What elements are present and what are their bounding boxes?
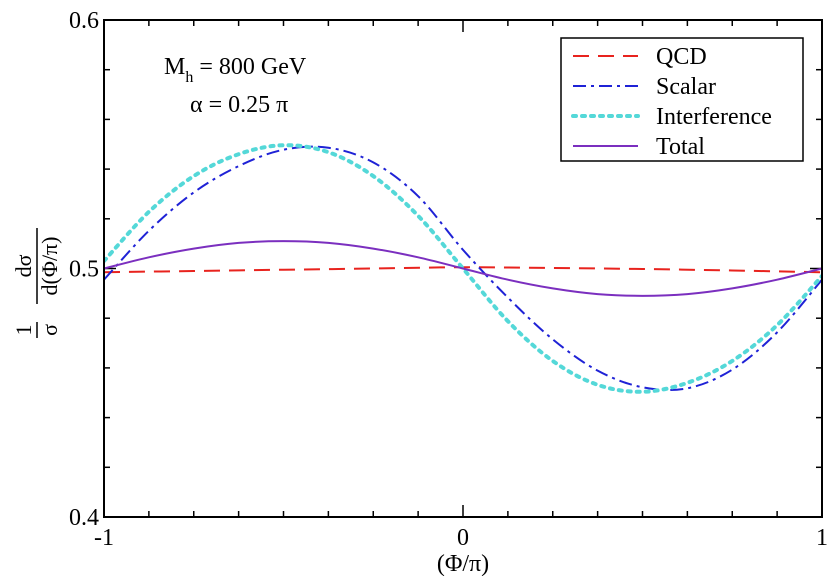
plot-frame xyxy=(103,19,823,518)
y-label-fraction-numerator: dσ xyxy=(11,254,36,277)
y-tick-label: 0.6 xyxy=(69,8,99,34)
mass-value: = 800 GeV xyxy=(193,54,307,80)
mass-symbol: M xyxy=(164,54,185,80)
x-tick-label: 1 xyxy=(816,525,828,551)
legend-box xyxy=(560,37,804,162)
x-tick-label: 0 xyxy=(457,525,469,551)
legend-label-total: Total xyxy=(656,134,705,160)
y-label-fraction-denominator: d(Φ/π) xyxy=(37,237,62,296)
y-label-prefix-denominator: σ xyxy=(37,324,62,336)
legend: QCD Scalar Interference Total xyxy=(560,37,804,162)
legend-label-scalar: Scalar xyxy=(656,74,716,100)
series-layer xyxy=(104,143,822,394)
series-line-total xyxy=(104,240,822,297)
legend-label-qcd: QCD xyxy=(656,44,707,70)
x-tick-label: -1 xyxy=(94,525,114,551)
y-tick-label: 0.4 xyxy=(69,505,99,531)
mass-subscript: h xyxy=(185,69,193,86)
y-axis-label: 1 σ dσ d(Φ/π) xyxy=(11,228,62,338)
series-line-scalar xyxy=(104,145,822,392)
y-label-prefix-numerator: 1 xyxy=(11,325,36,336)
legend-label-interference: Interference xyxy=(656,104,772,130)
mass-annotation: Mh = 800 GeV xyxy=(164,54,307,86)
alpha-annotation: α = 0.25 π xyxy=(190,92,288,118)
x-axis-label: (Φ/π) xyxy=(437,551,489,576)
y-tick-label: 0.5 xyxy=(69,257,99,283)
tick-labels: -1 0 1 0.4 0.5 0.6 xyxy=(69,8,828,551)
